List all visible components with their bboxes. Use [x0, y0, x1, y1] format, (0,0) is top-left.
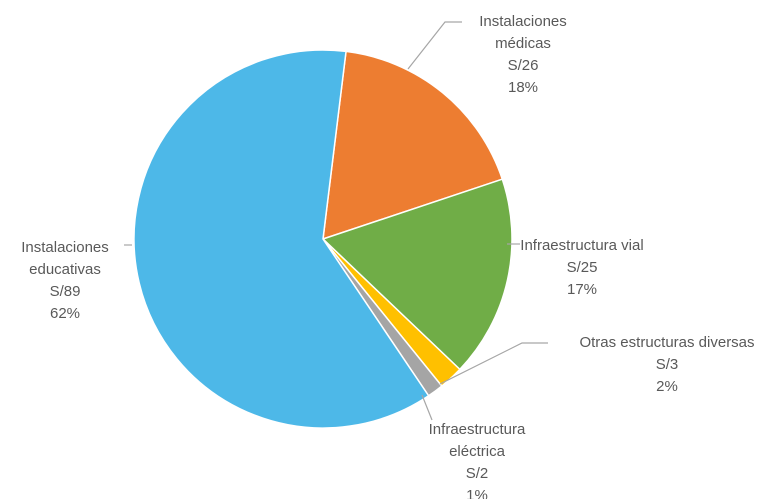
leader-line-otras-estructuras-diversas — [439, 342, 548, 385]
leader-line-instalaciones-medicas — [407, 21, 462, 70]
leader-line-infraestructura-electrica — [421, 394, 433, 421]
data-label-otras-estructuras-diversas: Otras estructuras diversas S/3 2% — [579, 334, 754, 395]
slice-infraestructura-vial — [321, 178, 513, 371]
label-percent: 2% — [656, 378, 678, 395]
label-category: Infraestructura — [429, 421, 526, 438]
label-category: Otras estructuras diversas — [579, 334, 754, 351]
label-value: S/25 — [567, 259, 598, 276]
label-value: S/26 — [508, 57, 539, 74]
data-label-instalaciones-educativas: Instalaciones educativas S/89 62% — [21, 239, 109, 322]
label-category: eléctrica — [449, 443, 506, 460]
label-category: Instalaciones — [21, 239, 109, 256]
label-percent: 1% — [466, 487, 488, 499]
data-label-instalaciones-medicas: Instalaciones médicas S/26 18% — [479, 13, 567, 96]
label-value: S/2 — [466, 465, 489, 482]
label-value: S/3 — [656, 356, 679, 373]
data-label-infraestructura-vial: Infraestructura vial S/25 17% — [520, 237, 643, 298]
leader-lines — [124, 21, 548, 421]
label-category: Infraestructura vial — [520, 237, 643, 254]
label-percent: 18% — [508, 79, 538, 96]
data-labels: Instalaciones médicas S/26 18% Infraestructu… — [21, 13, 754, 499]
label-percent: 17% — [567, 281, 597, 298]
slice-instalaciones-educativas — [133, 49, 430, 429]
label-category: educativas — [29, 261, 101, 278]
label-category: Instalaciones — [479, 13, 567, 30]
pie-slices — [133, 49, 513, 429]
label-value: S/89 — [50, 283, 81, 300]
label-percent: 62% — [50, 305, 80, 322]
data-label-infraestructura-electrica: Infraestructura eléctrica S/2 1% — [429, 421, 526, 499]
label-category: médicas — [495, 35, 551, 52]
slice-instalaciones-medicas — [322, 50, 504, 241]
